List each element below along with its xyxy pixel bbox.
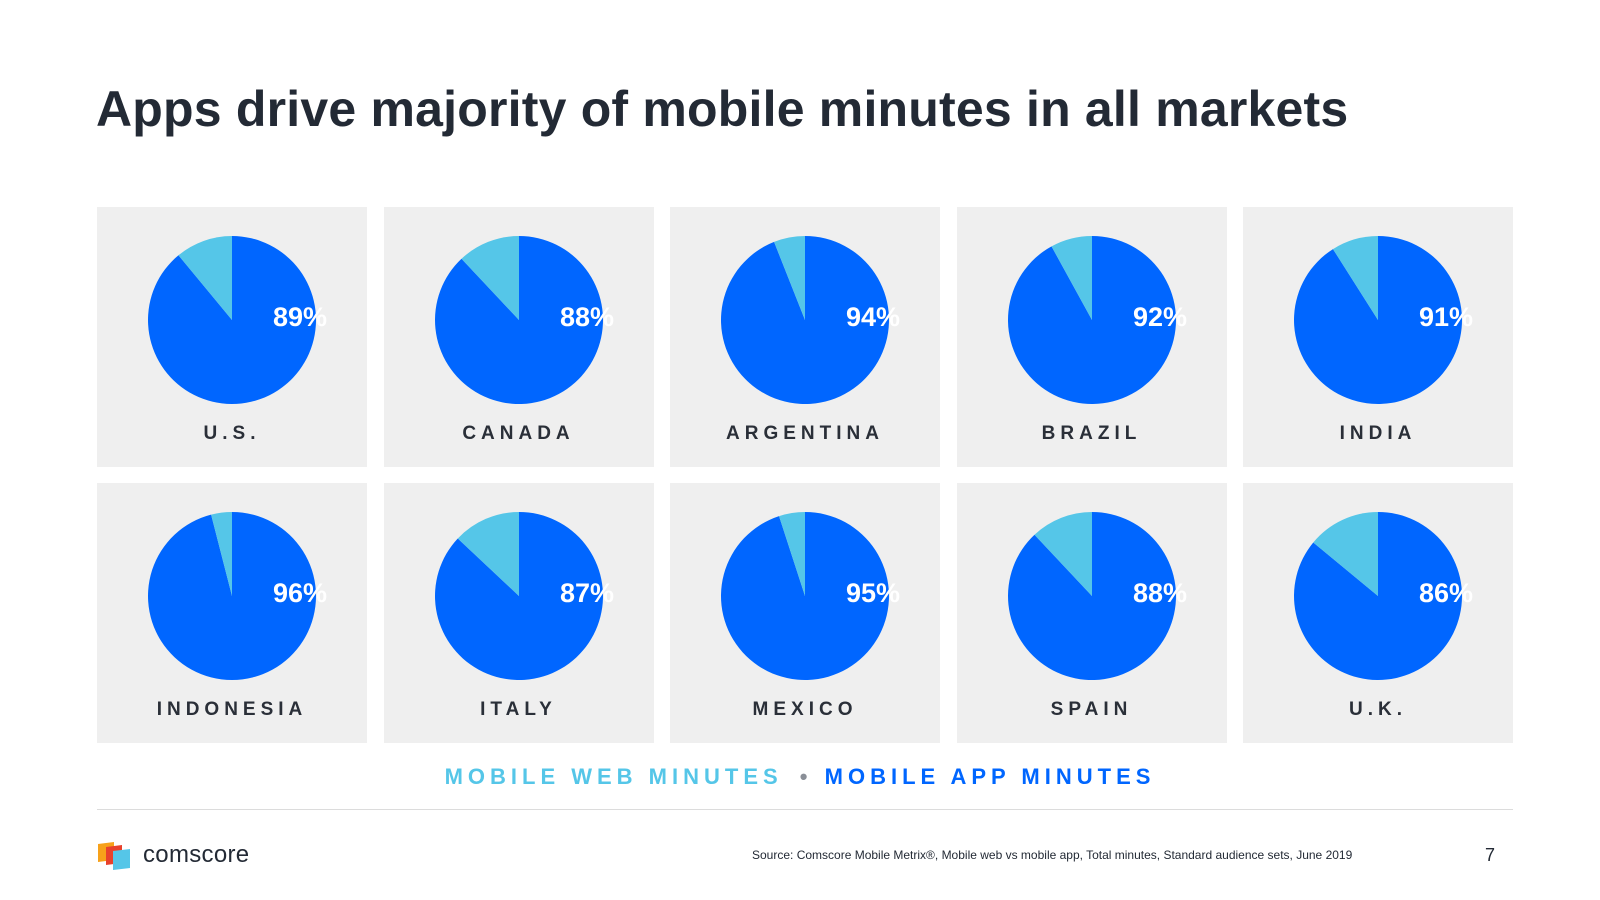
pie-slice-mobile-app <box>1007 236 1176 404</box>
pie-data-label: 95% <box>846 578 900 608</box>
comscore-logo-icon <box>98 842 130 870</box>
pie-chart-canada: 88% <box>434 236 614 404</box>
page-title: Apps drive majority of mobile minutes in… <box>96 81 1349 137</box>
pie-data-label: 92% <box>1133 302 1187 332</box>
market-card-uk: 86% U.K. <box>1243 483 1513 743</box>
pie-slice-mobile-app <box>1294 512 1463 680</box>
chart-legend: MOBILE WEB MINUTES • MOBILE APP MINUTES <box>0 764 1600 790</box>
market-card-us: 89% U.S. <box>97 207 367 467</box>
market-card-canada: 88% CANADA <box>383 207 654 467</box>
pie-slice-mobile-app <box>148 512 317 680</box>
pie-slice-mobile-app <box>721 236 890 404</box>
pie-slice-mobile-web <box>178 236 232 320</box>
pie-chart-indonesia: 96% <box>148 512 327 680</box>
legend-separator: • <box>799 764 808 789</box>
pie-data-label: 87% <box>560 578 614 608</box>
market-card-mexico: 95% MEXICO <box>670 483 940 743</box>
logo-wordmark: comscore <box>143 841 250 868</box>
pie-slice-mobile-web <box>774 236 805 320</box>
market-card-argentina: 94% ARGENTINA <box>670 207 940 467</box>
legend-mobile-app: MOBILE APP MINUTES <box>824 764 1156 789</box>
pie-slice-mobile-web <box>779 512 805 596</box>
country-label: ARGENTINA <box>726 423 884 444</box>
country-label: INDIA <box>1339 423 1417 444</box>
pie-chart-uk: 86% <box>1294 512 1473 680</box>
pie-data-label: 88% <box>560 302 614 332</box>
pie-chart-spain: 88% <box>1007 512 1187 680</box>
pie-slice-mobile-web <box>457 512 519 596</box>
country-label: MEXICO <box>752 699 858 720</box>
market-card-spain: 88% SPAIN <box>956 483 1227 743</box>
source-note: Source: Comscore Mobile Metrix®, Mobile … <box>752 848 1353 862</box>
pie-chart-italy: 87% <box>434 512 614 680</box>
pie-chart-mexico: 95% <box>720 512 900 680</box>
country-label: U.S. <box>203 423 261 444</box>
pie-slice-mobile-app <box>1007 512 1176 680</box>
market-card-indonesia: 96% INDONESIA <box>97 483 367 743</box>
comscore-logo: comscore <box>97 840 249 870</box>
pie-slice-mobile-web <box>1332 236 1378 320</box>
market-card-india: 91% INDIA <box>1243 207 1513 467</box>
pie-chart-us: 89% <box>148 236 327 404</box>
pie-data-label: 89% <box>273 302 327 332</box>
pie-data-label: 96% <box>273 578 327 608</box>
pie-slice-mobile-web <box>1051 236 1092 320</box>
footer-divider <box>97 809 1513 810</box>
country-label: INDONESIA <box>156 699 308 720</box>
country-label: CANADA <box>462 423 575 444</box>
legend-mobile-web: MOBILE WEB MINUTES <box>444 764 783 789</box>
pie-chart-grid: 89% U.S. 88% CANADA 94% ARGENTINA 92% BR… <box>97 207 1513 743</box>
country-label: SPAIN <box>1050 699 1133 720</box>
pie-data-label: 94% <box>846 302 900 332</box>
pie-slice-mobile-app <box>434 236 603 404</box>
market-card-brazil: 92% BRAZIL <box>956 207 1227 467</box>
page-number: 7 <box>1485 845 1496 865</box>
pie-slice-mobile-app <box>148 236 317 404</box>
pie-slice-mobile-web <box>1313 512 1378 596</box>
pie-chart-brazil: 92% <box>1007 236 1187 404</box>
pie-slice-mobile-web <box>1034 512 1092 596</box>
pie-slice-mobile-app <box>720 512 889 680</box>
pie-data-label: 86% <box>1419 578 1473 608</box>
country-label: ITALY <box>480 699 557 720</box>
pie-slice-mobile-web <box>461 236 519 320</box>
pie-data-label: 88% <box>1133 578 1187 608</box>
market-card-italy: 87% ITALY <box>383 483 654 743</box>
pie-slice-mobile-web <box>211 512 232 596</box>
pie-data-label: 91% <box>1419 302 1473 332</box>
country-label: U.K. <box>1349 699 1407 720</box>
pie-slice-mobile-app <box>1294 236 1463 404</box>
pie-slice-mobile-app <box>434 512 603 680</box>
pie-chart-argentina: 94% <box>721 236 900 404</box>
country-label: BRAZIL <box>1041 423 1142 444</box>
pie-chart-india: 91% <box>1294 236 1473 404</box>
